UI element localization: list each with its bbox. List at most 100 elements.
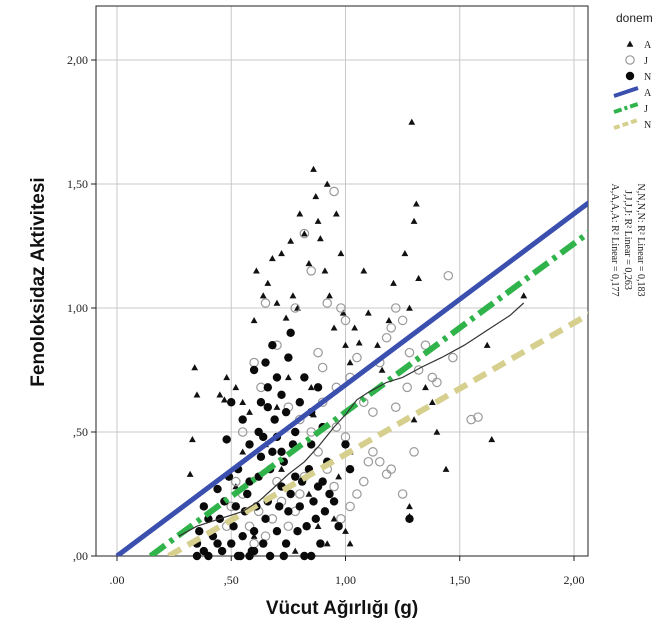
data-point-filled-circle [213, 539, 222, 548]
legend-line-J [613, 102, 639, 114]
data-point-filled-circle [345, 465, 355, 474]
data-point-filled-circle [316, 539, 325, 548]
data-point-triangle [316, 235, 324, 242]
data-point-filled-circle [231, 502, 241, 511]
data-point-filled-circle [325, 489, 334, 499]
data-point-open-circle [260, 531, 271, 541]
legend-label: A [644, 40, 652, 51]
x-axis-title: Vücut Ağırlığı (g) [266, 598, 418, 619]
data-point-triangle [342, 527, 349, 534]
data-point-open-circle [322, 298, 333, 308]
data-point-open-circle [390, 402, 401, 412]
data-point-triangle [305, 259, 313, 267]
data-point-triangle [287, 237, 295, 244]
legend-marker-open-circle [625, 55, 635, 65]
data-point-open-circle [427, 372, 438, 383]
data-point-filled-circle [286, 328, 295, 337]
legend-marker-triangle [626, 40, 634, 47]
data-point-filled-circle [213, 484, 222, 494]
data-point-triangle [355, 339, 363, 346]
x-tick-label: .00 [110, 573, 125, 587]
x-tick-label: ,50 [224, 573, 239, 587]
data-point-filled-circle [256, 398, 266, 407]
data-point-triangle [428, 398, 436, 405]
data-point-open-circle [340, 315, 351, 326]
data-point-filled-circle [293, 527, 302, 536]
x-tick-labels: .00 ,50 1,00 1,50 2,00 [110, 556, 585, 587]
legend-label: N [644, 72, 651, 83]
data-point-filled-circle [300, 373, 309, 382]
data-point-triangle [323, 540, 331, 547]
data-point-open-circle [331, 422, 342, 432]
data-point-filled-circle [277, 447, 286, 457]
data-point-open-circle [306, 265, 317, 276]
data-point-triangle [374, 341, 381, 348]
data-point-open-circle [404, 347, 415, 358]
legend-label: J [644, 56, 648, 67]
data-point-triangle [390, 279, 397, 286]
data-point-filled-circle [272, 373, 282, 382]
data-point-open-circle [249, 538, 259, 549]
data-point-filled-circle [259, 539, 268, 548]
data-point-filled-circle [227, 539, 236, 548]
data-point-triangle [278, 250, 285, 257]
data-point-triangle [291, 547, 299, 554]
legend-title: donem [616, 11, 653, 25]
grid-lines [96, 6, 588, 556]
data-point-filled-circle [238, 415, 247, 424]
data-point-triangle [264, 279, 272, 286]
data-point-open-circle [329, 186, 339, 197]
data-point-filled-circle [272, 527, 282, 536]
fit-label-N: N,N,N,N: R² Linear = 0,183 [635, 183, 646, 296]
y-tick-label: ,50 [73, 425, 88, 439]
data-point-filled-circle [309, 497, 318, 506]
data-point-open-circle [237, 427, 248, 437]
data-point-filled-circle [307, 551, 316, 561]
data-point-open-circle [368, 447, 378, 457]
loess-curve [178, 302, 525, 537]
data-point-open-circle [313, 347, 323, 358]
data-point-filled-circle [256, 452, 266, 461]
legend-marker-filled-circle [625, 71, 635, 81]
data-point-filled-circle [268, 447, 277, 457]
legend-label: A [644, 88, 652, 99]
fit-label-A: A,A,A,A: R² Linear = 0,177 [609, 183, 620, 296]
data-point-filled-circle [281, 539, 291, 548]
data-point-triangle [282, 314, 290, 321]
data-point-triangle [406, 503, 413, 510]
y-tick-labels: ,00 ,50 1,00 1,50 2,00 [67, 53, 96, 563]
data-point-filled-circle [204, 551, 213, 561]
data-point-triangle [488, 436, 496, 443]
data-point-triangle [408, 118, 416, 125]
legend-line-A [613, 86, 639, 98]
data-point-triangle [239, 448, 247, 455]
data-point-filled-circle [318, 477, 327, 486]
data-point-triangle [326, 292, 333, 299]
data-point-open-circle [397, 315, 408, 326]
data-point-open-circle [381, 469, 392, 479]
data-point-filled-circle [311, 514, 320, 523]
data-point-triangle [314, 522, 322, 529]
data-point-triangle [312, 193, 320, 200]
data-point-triangle [278, 465, 285, 472]
data-point-filled-circle [268, 341, 277, 350]
data-point-filled-circle [284, 353, 293, 362]
data-point-open-circle [294, 489, 305, 499]
data-point-filled-circle [261, 514, 270, 523]
data-point-open-circle [443, 270, 454, 281]
data-point-open-circle [283, 521, 294, 532]
data-point-triangle [246, 408, 253, 415]
data-point-triangle [385, 317, 393, 324]
fit-line-J [148, 229, 588, 556]
data-point-triangle [314, 217, 322, 224]
data-point-triangle [520, 292, 528, 299]
data-point-filled-circle [275, 502, 284, 511]
data-point-filled-circle [284, 507, 293, 516]
data-point-open-circle [409, 447, 419, 457]
data-point-open-circle [352, 489, 362, 499]
data-point-filled-circle [329, 497, 339, 506]
data-point-filled-circle [249, 365, 259, 375]
data-point-open-circle [244, 521, 255, 532]
data-point-open-circle [473, 412, 483, 422]
